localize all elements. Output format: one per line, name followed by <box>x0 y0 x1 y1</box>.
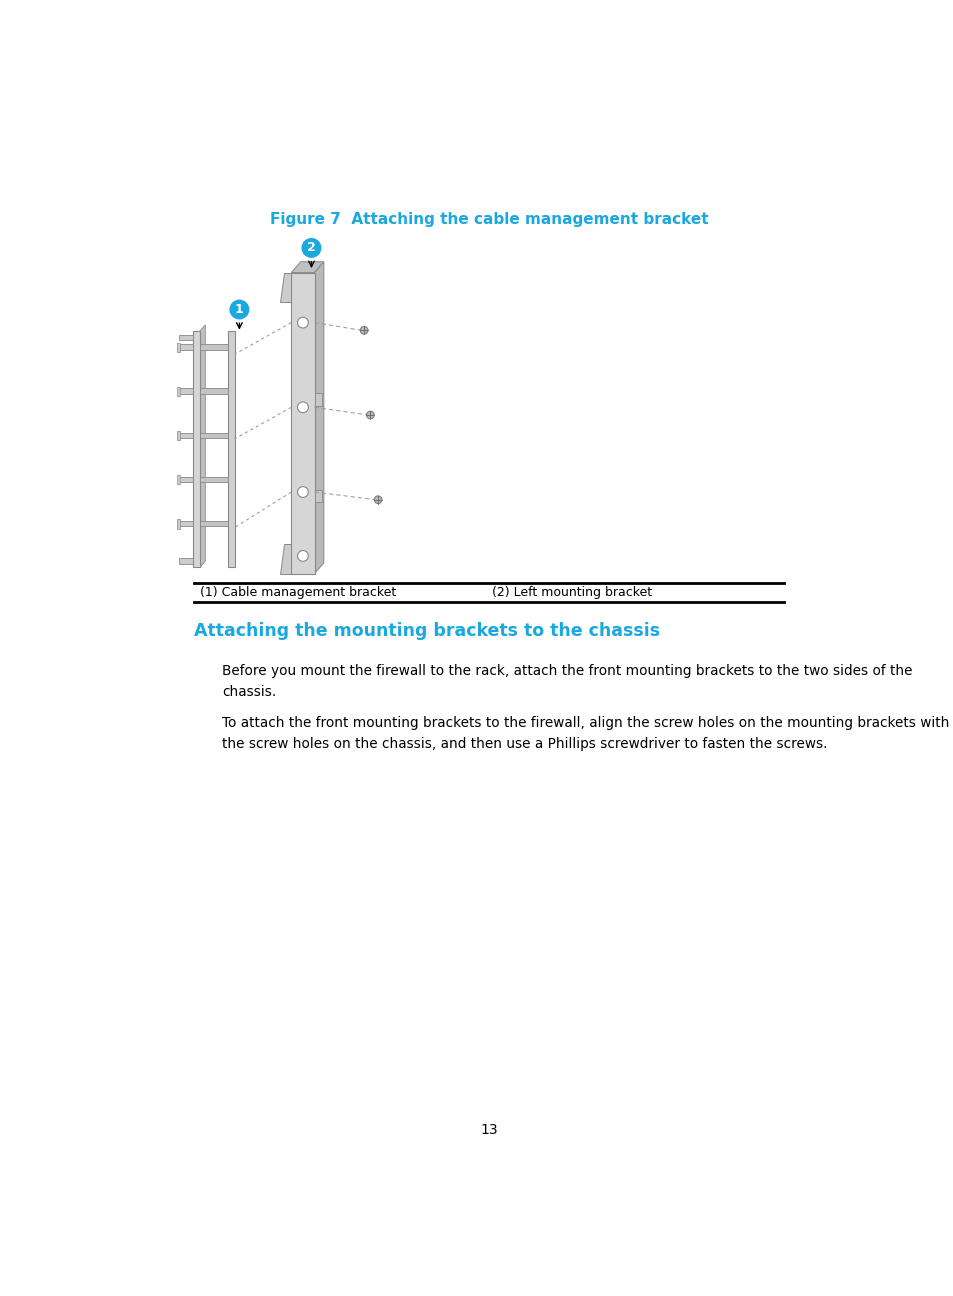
Circle shape <box>297 551 308 561</box>
Bar <box>199 521 228 526</box>
Bar <box>179 433 193 438</box>
Text: 1: 1 <box>234 303 244 316</box>
Bar <box>314 394 322 406</box>
Circle shape <box>302 238 320 257</box>
Polygon shape <box>280 272 291 302</box>
Text: To attach the front mounting brackets to the firewall, align the screw holes on : To attach the front mounting brackets to… <box>222 717 948 752</box>
Bar <box>193 330 199 568</box>
Text: Before you mount the firewall to the rack, attach the front mounting brackets to: Before you mount the firewall to the rac… <box>222 664 912 699</box>
Circle shape <box>230 301 249 319</box>
Circle shape <box>374 496 381 504</box>
Bar <box>176 432 180 441</box>
Bar <box>199 433 228 438</box>
Bar <box>179 477 193 482</box>
Text: Figure 7  Attaching the cable management bracket: Figure 7 Attaching the cable management … <box>270 213 707 227</box>
Polygon shape <box>280 544 291 574</box>
Bar <box>179 389 193 394</box>
Polygon shape <box>314 262 323 574</box>
Bar <box>176 386 180 397</box>
Circle shape <box>366 411 374 419</box>
Circle shape <box>297 486 308 498</box>
Bar <box>199 389 228 394</box>
Polygon shape <box>199 325 205 568</box>
Bar <box>228 330 234 568</box>
Circle shape <box>297 402 308 412</box>
Polygon shape <box>291 262 323 272</box>
Bar <box>291 272 314 574</box>
Bar <box>179 334 193 341</box>
Text: Attaching the mounting brackets to the chassis: Attaching the mounting brackets to the c… <box>193 622 659 640</box>
Bar <box>314 490 322 502</box>
Circle shape <box>360 327 368 334</box>
Text: (2) Left mounting bracket: (2) Left mounting bracket <box>492 586 652 599</box>
Bar <box>179 521 193 526</box>
Bar <box>199 345 228 350</box>
Bar <box>179 559 193 564</box>
Text: 13: 13 <box>479 1122 497 1137</box>
Bar <box>199 477 228 482</box>
Text: (1) Cable management bracket: (1) Cable management bracket <box>199 586 395 599</box>
Bar <box>176 476 180 485</box>
Bar <box>179 345 193 350</box>
Bar <box>176 520 180 529</box>
Circle shape <box>297 318 308 328</box>
Text: 2: 2 <box>307 241 315 254</box>
Bar <box>176 342 180 353</box>
